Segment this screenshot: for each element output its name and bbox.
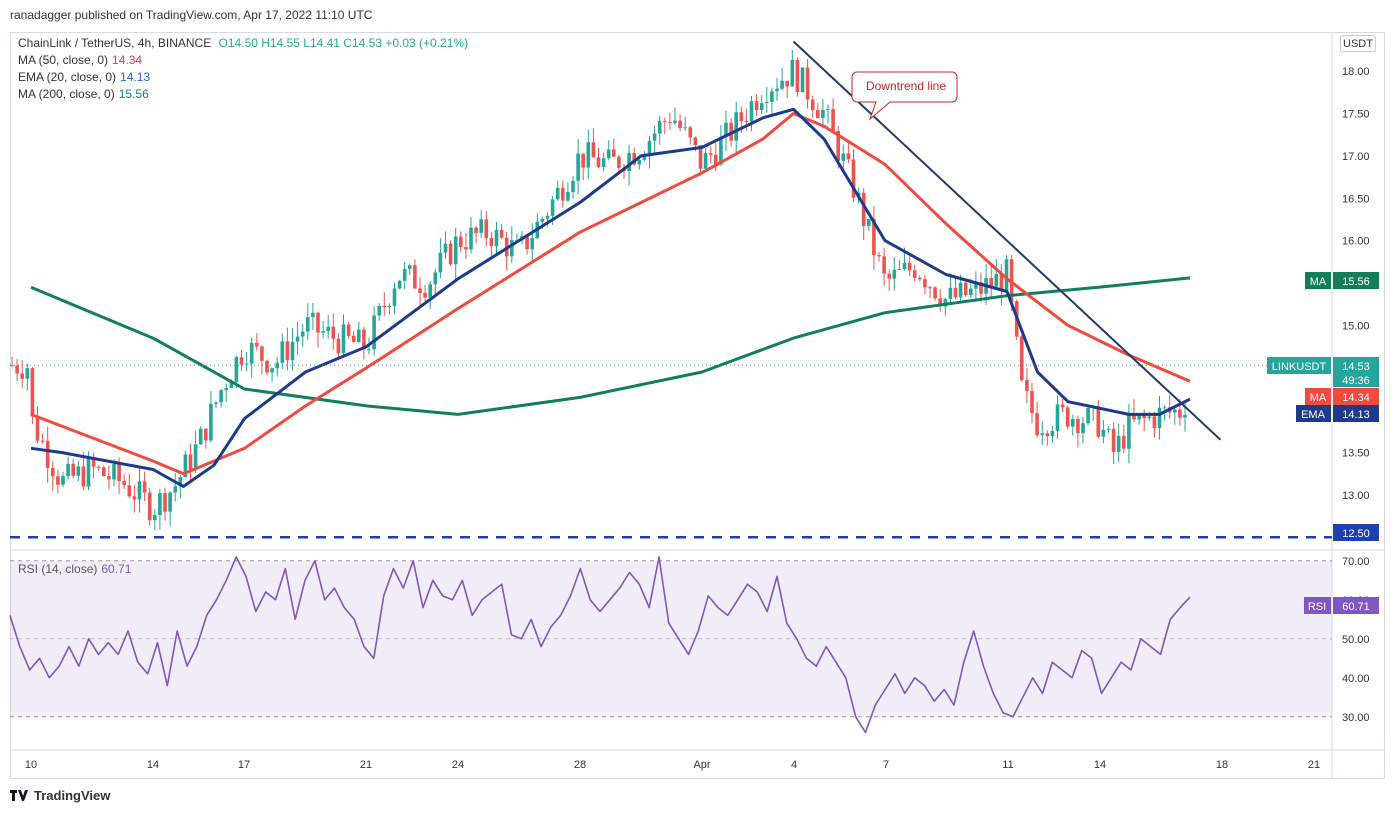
symbol-legend: ChainLink / TetherUS, 4h, BINANCE O14.50… — [18, 36, 468, 50]
ema20-legend-value: 14.13 — [120, 70, 151, 84]
ema20-legend-label: EMA (20, close, 0) — [18, 70, 117, 84]
symbol-name[interactable]: ChainLink / TetherUS, 4h, BINANCE — [18, 36, 212, 50]
ma200-legend[interactable]: MA (200, close, 0) 15.56 — [18, 87, 149, 101]
ma200-legend-value: 15.56 — [118, 87, 149, 101]
ma50-legend-value: 14.34 — [112, 53, 143, 67]
tradingview-logo-icon — [10, 790, 28, 801]
ma200-legend-label: MA (200, close, 0) — [18, 87, 115, 101]
rsi-legend-label: RSI (14, close) — [18, 562, 98, 576]
ma50-legend[interactable]: MA (50, close, 0) 14.34 — [18, 53, 142, 67]
chart-frame — [10, 32, 1385, 779]
tradingview-footer[interactable]: TradingView — [10, 788, 110, 803]
rsi-legend[interactable]: RSI (14, close) 60.71 — [18, 562, 131, 576]
rsi-legend-value: 60.71 — [101, 562, 132, 576]
ma50-legend-label: MA (50, close, 0) — [18, 53, 109, 67]
tradingview-brand: TradingView — [34, 788, 111, 803]
currency-button[interactable]: USDT — [1340, 35, 1376, 52]
ema20-legend[interactable]: EMA (20, close, 0) 14.13 — [18, 70, 150, 84]
ohlc-values: O14.50 H14.55 L14.41 C14.53 +0.03 (+0.21… — [218, 36, 469, 50]
publisher-caption: ranadagger published on TradingView.com,… — [10, 8, 373, 22]
